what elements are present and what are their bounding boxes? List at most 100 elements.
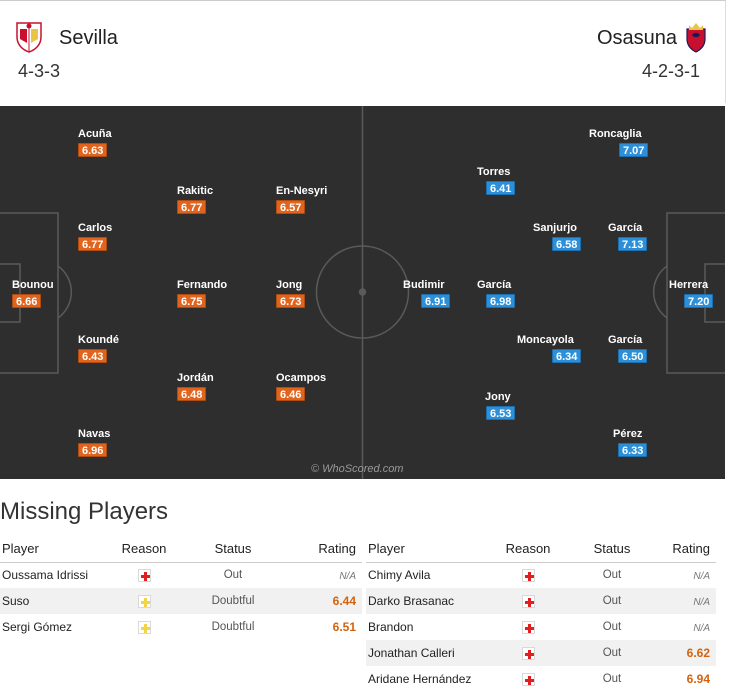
table-row: Darko Brasanac Out N/A (366, 588, 716, 614)
status-text: Out (602, 621, 622, 633)
pitch-lines (0, 106, 725, 479)
sevilla-crest-icon[interactable] (15, 21, 43, 58)
player-link[interactable]: Chimy Avila (368, 568, 431, 583)
player-link[interactable]: Aridane Hernández (368, 672, 472, 686)
table-row: Aridane Hernández Out 6.94 (366, 666, 716, 692)
home-player[interactable]: Ocampos 6.46 (276, 372, 336, 403)
home-player[interactable]: Bounou 6.66 (12, 279, 72, 310)
player-name: Koundé (78, 334, 119, 346)
player-rating: 6.53 (486, 406, 516, 420)
player-rating: 6.46 (276, 387, 306, 401)
player-name: Ocampos (276, 372, 327, 384)
away-player[interactable]: Moncayola 6.34 (517, 334, 587, 365)
red-cross-icon (137, 569, 151, 583)
player-name: En-Nesyri (276, 185, 328, 197)
away-formation: 4-2-3-1 (642, 61, 701, 81)
player-name: Roncaglia (589, 128, 642, 140)
player-rating: 6.91 (421, 294, 451, 308)
player-rating: 6.75 (177, 294, 207, 308)
player-link[interactable]: Sergi Gómez (2, 620, 73, 634)
away-player[interactable]: Pérez 6.33 (613, 428, 673, 459)
player-rating: 7.07 (619, 143, 649, 157)
player-rating: 6.33 (618, 443, 648, 457)
home-team-name[interactable]: Sevilla (59, 27, 118, 49)
away-team-name[interactable]: Osasuna (597, 27, 678, 49)
table-row: Brandon Out N/A (366, 614, 716, 640)
watermark: © WhoScored.com (311, 463, 404, 475)
rating-value: N/A (693, 623, 710, 634)
away-player[interactable]: Roncaglia 7.07 (589, 128, 659, 159)
home-player[interactable]: Jordán 6.48 (177, 372, 237, 403)
away-player[interactable]: Sanjurjo 6.58 (533, 222, 593, 253)
rating-value: N/A (693, 571, 710, 583)
player-name: Sanjurjo (533, 222, 578, 234)
missing-players-title: Missing Players (0, 498, 169, 525)
player-link[interactable]: Brandon (368, 620, 414, 634)
player-name: Carlos (78, 222, 113, 234)
home-player[interactable]: En-Nesyri 6.57 (276, 185, 336, 216)
header-player: Player (366, 536, 490, 563)
home-player[interactable]: Navas 6.96 (78, 428, 138, 459)
player-name: Jordán (177, 372, 214, 384)
osasuna-crest-icon[interactable] (684, 21, 708, 58)
status-text: Out (566, 588, 658, 614)
status-text: Out (602, 673, 622, 685)
header-rating: Rating (658, 536, 716, 563)
status-text: Doubtful (211, 621, 255, 633)
header-status: Status (180, 536, 286, 563)
home-player[interactable]: Koundé 6.43 (78, 334, 138, 365)
player-name: Rakitic (177, 185, 214, 197)
player-link[interactable]: Suso (0, 588, 108, 614)
header-status: Status (566, 536, 658, 563)
home-missing-table: Player Reason Status Rating Oussama Idri… (0, 536, 362, 640)
status-text: Out (223, 569, 243, 582)
player-rating: 6.96 (78, 443, 108, 457)
rating-value: 6.62 (686, 646, 710, 660)
player-name: García (477, 279, 512, 291)
away-player[interactable]: Jony 6.53 (485, 391, 545, 422)
away-player[interactable]: García 6.98 (477, 279, 537, 310)
player-name: Bounou (12, 279, 54, 291)
player-link[interactable]: Darko Brasanac (366, 588, 490, 614)
away-player[interactable]: García 6.50 (608, 334, 668, 365)
home-player[interactable]: Rakitic 6.77 (177, 185, 237, 216)
player-link[interactable]: Oussama Idrissi (2, 568, 89, 583)
home-formation: 4-3-3 (18, 61, 61, 81)
red-cross-icon (521, 569, 535, 583)
rating-value: 6.51 (332, 620, 356, 634)
pitch: Acuña 6.63 Rakitic 6.77 En-Nesyri 6.57 Carl… (0, 106, 725, 479)
home-player[interactable]: Acuña 6.63 (78, 128, 138, 159)
away-missing-table: Player Reason Status Rating Chimy Avila … (366, 536, 716, 692)
player-name: Budimir (403, 279, 445, 291)
player-name: Acuña (78, 128, 112, 140)
away-player[interactable]: Torres 6.41 (477, 166, 537, 197)
match-header: Sevilla 4-3-3 Osasuna 4-2-3-1 (0, 0, 726, 103)
header-rating: Rating (286, 536, 362, 563)
home-player[interactable]: Carlos 6.77 (78, 222, 138, 253)
player-rating: 6.58 (552, 237, 582, 251)
red-cross-icon (521, 673, 535, 687)
rating-value: 6.94 (686, 672, 710, 686)
table-row: Suso Doubtful 6.44 (0, 588, 362, 614)
player-name: Moncayola (517, 334, 574, 346)
player-rating: 6.77 (78, 237, 108, 251)
away-player[interactable]: Budimir 6.91 (403, 279, 463, 310)
player-name: Herrera (669, 279, 709, 291)
player-link[interactable]: Jonathan Calleri (366, 640, 490, 666)
red-cross-icon (521, 595, 535, 609)
player-name: Jong (276, 279, 303, 291)
player-rating: 7.20 (684, 294, 714, 308)
player-name: García (608, 222, 643, 234)
player-name: Navas (78, 428, 111, 440)
table-header: Player Reason Status Rating (366, 536, 716, 563)
red-cross-icon (521, 621, 535, 635)
player-name: Jony (485, 391, 511, 403)
player-name: Fernando (177, 279, 228, 291)
away-player[interactable]: García 7.13 (608, 222, 668, 253)
yellow-cross-icon (137, 595, 151, 609)
home-player[interactable]: Fernando 6.75 (177, 279, 237, 310)
away-player[interactable]: Herrera 7.20 (669, 279, 725, 310)
header-reason: Reason (490, 536, 566, 563)
player-rating: 6.34 (552, 349, 582, 363)
home-player[interactable]: Jong 6.73 (276, 279, 336, 310)
